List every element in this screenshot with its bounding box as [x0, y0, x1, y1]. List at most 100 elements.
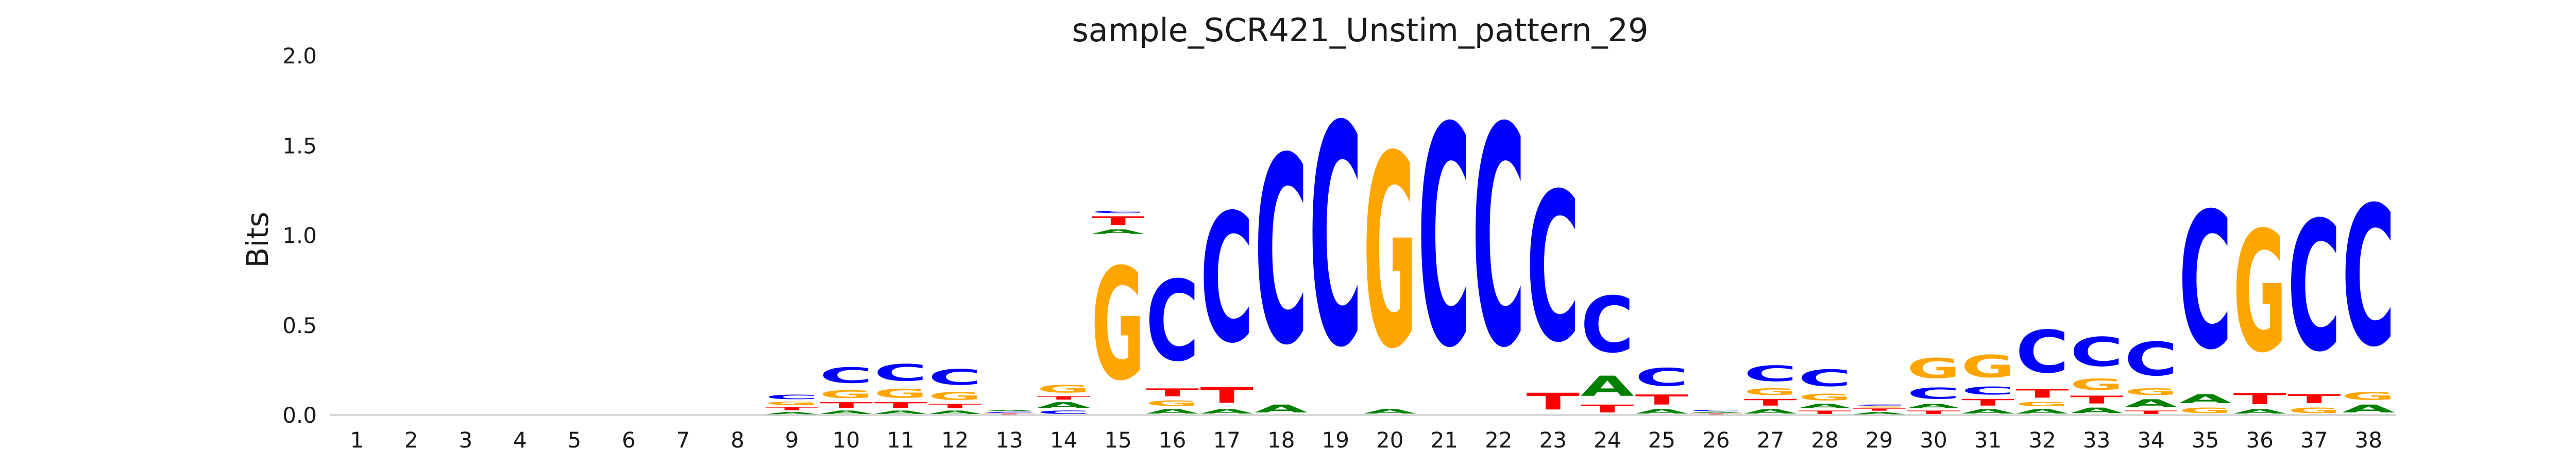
logo-letter-T: T — [1146, 386, 1199, 399]
logo-letter-C: C — [1418, 64, 1471, 415]
x-tick-label: 23 — [1539, 427, 1567, 453]
logo-letter-G: G — [1091, 236, 1144, 414]
logo-letter-A: A — [1961, 408, 2014, 415]
x-tick-label: 14 — [1050, 427, 1077, 453]
logo-letter-T: T — [2233, 390, 2286, 408]
logo-letter-C: C — [2179, 173, 2232, 391]
x-tick-label: 19 — [1322, 427, 1349, 453]
logo-letter-A: A — [1689, 411, 1742, 413]
logo-letter-A: A — [1853, 411, 1906, 415]
y-axis-label: Bits — [240, 212, 275, 268]
x-tick-label: 17 — [1213, 427, 1240, 453]
x-tick-label: 8 — [731, 427, 744, 453]
logo-letter-A: A — [2124, 397, 2177, 409]
logo-letter-C: C — [1907, 385, 1960, 403]
logo-letter-C: C — [1255, 104, 1308, 402]
logo-letter-C: C — [2015, 319, 2069, 387]
logo-letter-A: A — [1091, 228, 1144, 236]
logo-letter-C: C — [1744, 361, 1797, 387]
logo-letter-A: A — [1581, 371, 1634, 403]
x-tick-label: 18 — [1267, 427, 1295, 453]
x-tick-label: 27 — [1757, 427, 1784, 453]
logo-letter-T: T — [1798, 410, 1851, 415]
x-tick-label: 9 — [785, 427, 799, 453]
logo-letter-T: T — [874, 401, 927, 409]
logo-letter-C: C — [1635, 363, 1688, 392]
logo-letter-C: C — [765, 393, 818, 401]
y-tick-label: 0.0 — [282, 403, 317, 428]
logo-letter-C: C — [1527, 150, 1580, 388]
x-tick-label: 1 — [350, 427, 364, 453]
x-tick-label: 4 — [513, 427, 527, 453]
logo-letter-G: G — [1037, 383, 1090, 395]
x-tick-label: 30 — [1920, 427, 1947, 453]
x-tick-label: 20 — [1376, 427, 1403, 453]
logo-letter-A: A — [1363, 408, 1416, 415]
x-tick-label: 2 — [404, 427, 418, 453]
logo-letter-A: A — [1200, 408, 1253, 415]
logo-letter-G: G — [2342, 390, 2395, 402]
logo-letter-G: G — [2070, 375, 2123, 393]
logo-letter-A: A — [1907, 403, 1960, 410]
logo-letter-G: G — [2124, 386, 2177, 397]
x-tick-label: 22 — [1485, 427, 1512, 453]
x-tick-label: 24 — [1594, 427, 1621, 453]
logo-letter-G: G — [2179, 406, 2232, 415]
logo-letter-G: G — [928, 390, 981, 402]
logo-letter-C: C — [1853, 404, 1906, 406]
logo-letter-G: G — [1146, 399, 1199, 408]
logo-letter-G: G — [1363, 100, 1416, 407]
x-tick-label: 13 — [995, 427, 1023, 453]
logo-letter-C: C — [2124, 332, 2177, 386]
x-tick-label: 33 — [2083, 427, 2110, 453]
logo-letter-T: T — [1527, 388, 1580, 415]
y-tick-label: 2.0 — [282, 43, 317, 69]
x-tick-label: 12 — [941, 427, 969, 453]
logo-letter-A: A — [1255, 403, 1308, 415]
logo-letter-C: C — [928, 365, 981, 390]
chart-title: sample_SCR421_Unstim_pattern_29 — [1072, 11, 1648, 49]
y-axis-ticks: 0.0 0.5 1.0 1.5 2.0 — [282, 43, 317, 428]
logo-letter-T: T — [2124, 410, 2177, 415]
logo-letter-C: C — [2070, 329, 2123, 376]
logo-letter-G: G — [820, 388, 873, 401]
logo-letter-T: T — [1853, 408, 1906, 411]
logo-letter-C: C — [2342, 167, 2395, 390]
x-tick-label: 10 — [833, 427, 860, 453]
logo-letter-C: C — [820, 363, 873, 388]
y-tick-label: 1.5 — [282, 133, 317, 158]
logo-letter-T: T — [1037, 395, 1090, 401]
logo-letter-A: A — [1798, 403, 1851, 410]
x-tick-label: 38 — [2355, 427, 2382, 453]
x-tick-label: 21 — [1431, 427, 1458, 453]
logo-letter-G: G — [874, 387, 927, 401]
logo-letter-C: C — [982, 411, 1036, 413]
logo-letter-C: C — [1200, 176, 1253, 382]
logo-letter-A: A — [1146, 408, 1199, 415]
logo-letter-T: T — [765, 406, 818, 411]
x-tick-label: 11 — [887, 427, 914, 453]
x-axis-ticks: 1 2 3 4 5 6 7 8 9 10 11 12 13 14 15 16 17 18 19 20 21 22 23 24 2… — [350, 427, 2382, 453]
logo-letter-A: A — [874, 410, 927, 415]
logo-letter-A: A — [1037, 401, 1091, 409]
logo-letter-A: A — [2015, 408, 2069, 415]
logo-letter-T: T — [1091, 214, 1144, 228]
logo-letter-T: T — [982, 413, 1036, 415]
logo-letter-T: T — [1744, 397, 1798, 408]
x-tick-label: 15 — [1104, 427, 1131, 453]
logo-letter-T: T — [1200, 383, 1253, 408]
logo-letter-A: A — [2070, 406, 2124, 415]
logo-letter-T: T — [1581, 403, 1634, 415]
logo-letter-A: A — [820, 410, 873, 415]
y-tick-label: 0.5 — [282, 313, 317, 338]
logo-letter-C: C — [2287, 184, 2341, 391]
logo-letter-C: C — [1961, 385, 2014, 397]
logo-letter-C: C — [1581, 280, 1634, 370]
x-tick-label: 34 — [2137, 427, 2164, 453]
logo-letter-T: T — [1961, 397, 2015, 408]
x-tick-label: 7 — [676, 427, 690, 453]
logo-letter-G: G — [1798, 392, 1851, 403]
logo-letter-T: T — [820, 401, 873, 409]
y-tick-label: 1.0 — [282, 223, 317, 248]
